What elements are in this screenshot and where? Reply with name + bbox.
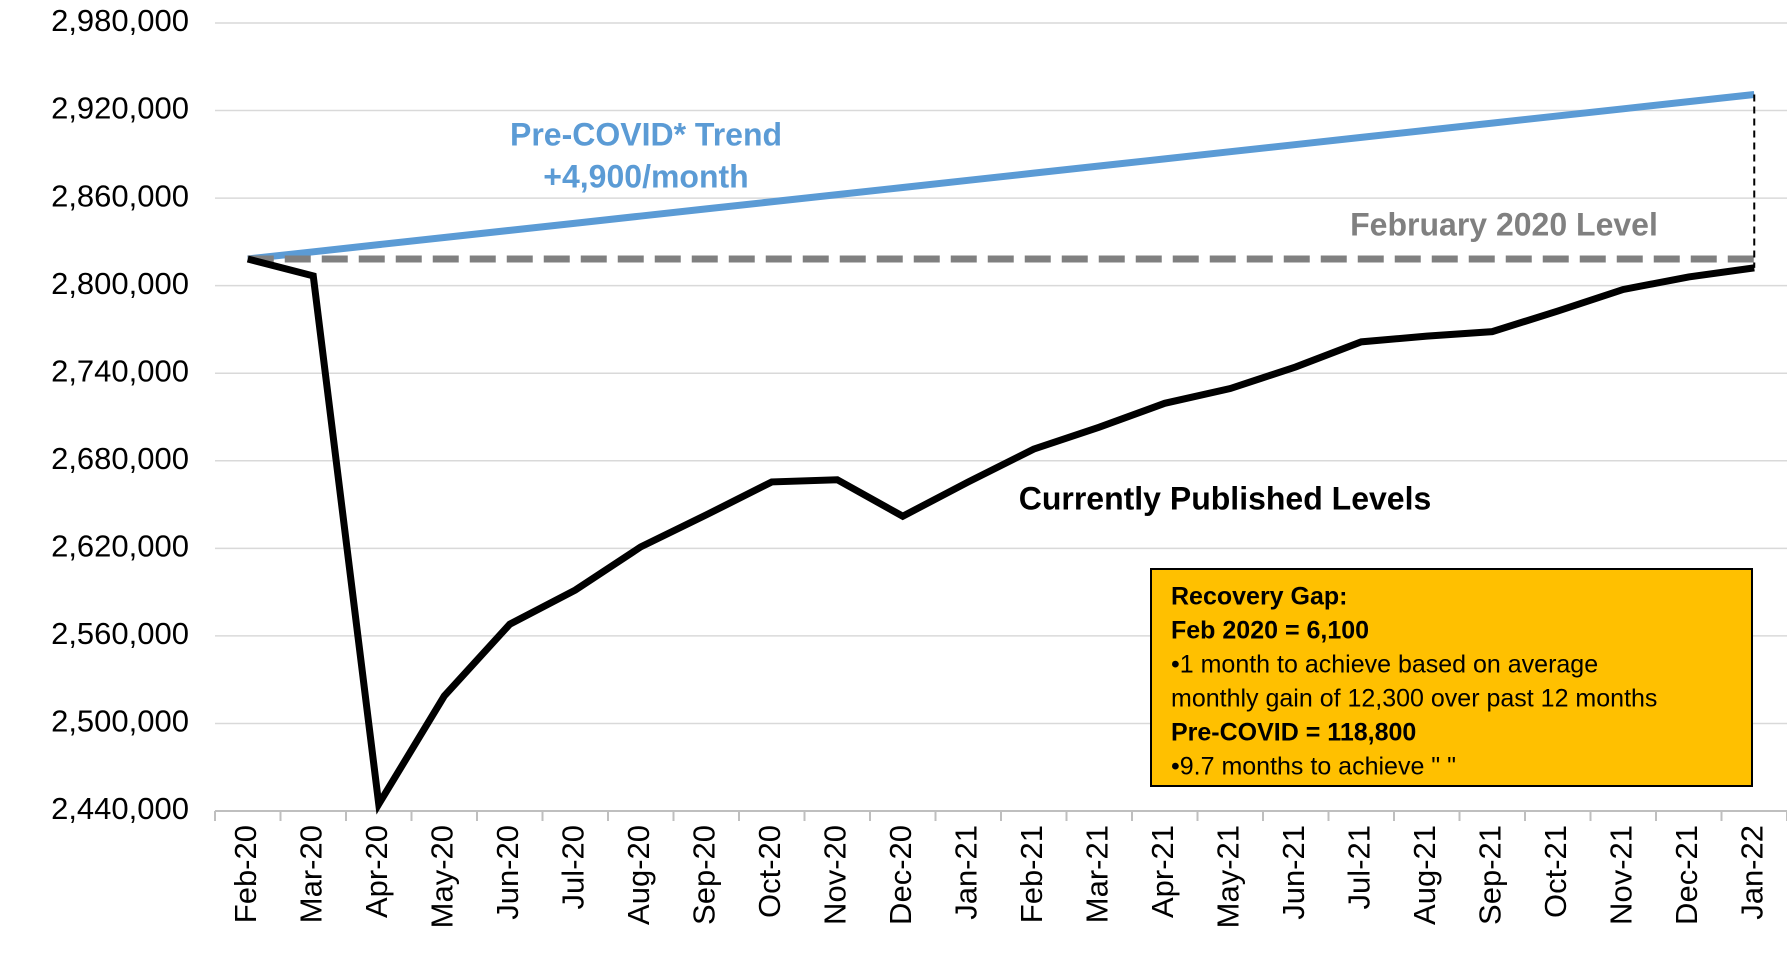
x-tick-label: Jul-20 [555,825,590,909]
recovery-gap-box [1150,568,1753,787]
box-text: •9.7 months to achieve " " [1171,753,1456,781]
series-line [246,255,1755,815]
box-text: Pre-COVID = 118,800 [1171,719,1416,747]
x-tick-label: Apr-21 [1145,825,1180,918]
y-tick-label: 2,860,000 [51,178,189,213]
x-tick-label: Feb-20 [228,825,263,923]
x-tick-label: Jun-21 [1276,825,1311,920]
current-label: Currently Published Levels [1019,480,1432,516]
x-tick-label: Mar-21 [1079,825,1114,923]
y-tick-label: 2,680,000 [51,441,189,476]
y-tick-label: 2,440,000 [51,791,189,826]
x-tick-label: Dec-20 [883,825,918,925]
box-text: •1 month to achieve based on average [1171,651,1598,679]
y-tick-label: 2,560,000 [51,616,189,651]
x-tick-label: Mar-20 [293,825,328,923]
y-tick-label: 2,740,000 [51,353,189,388]
x-tick-label: May-21 [1210,825,1245,928]
x-tick-label: Oct-20 [752,825,787,918]
box-text: monthly gain of 12,300 over past 12 mont… [1171,685,1657,713]
x-tick-label: Sep-20 [686,825,721,925]
x-tick-label: Nov-21 [1603,825,1638,925]
x-tick-label: Jan-22 [1734,825,1769,920]
x-tick-label: Oct-21 [1538,825,1573,918]
x-tick-label: Jan-21 [948,825,983,920]
feb-level-label: February 2020 Level [1350,206,1658,242]
x-tick-label: Nov-20 [817,825,852,925]
x-tick-label: Aug-21 [1407,825,1442,925]
y-tick-label: 2,800,000 [51,266,189,301]
y-tick-label: 2,500,000 [51,704,189,739]
trend-rate: +4,900/month [543,158,748,194]
y-tick-label: 2,920,000 [51,91,189,126]
box-text: Recovery Gap: [1171,583,1347,611]
x-tick-label: Feb-21 [1014,825,1049,923]
y-tick-label: 2,620,000 [51,529,189,564]
x-tick-label: Sep-21 [1472,825,1507,925]
y-tick-label: 2,980,000 [51,3,189,38]
box-text: Feb 2020 = 6,100 [1171,617,1369,645]
x-tick-label: Jul-21 [1341,825,1376,909]
series-line [247,91,1755,263]
x-tick-label: Apr-20 [359,825,394,918]
x-tick-label: Dec-21 [1669,825,1704,925]
x-tick-label: May-20 [424,825,459,928]
x-tick-label: Aug-20 [621,825,656,925]
trend-label: Pre-COVID* Trend [510,116,782,152]
x-tick-label: Jun-20 [490,825,525,920]
